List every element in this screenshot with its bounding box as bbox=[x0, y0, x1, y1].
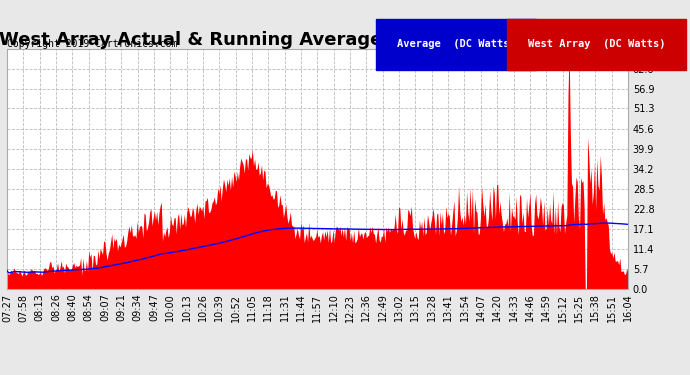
Text: West Array  (DC Watts): West Array (DC Watts) bbox=[528, 39, 665, 50]
Text: Average  (DC Watts): Average (DC Watts) bbox=[397, 39, 515, 50]
Title: West Array Actual & Running Average Power Thu Nov 14 16:10: West Array Actual & Running Average Powe… bbox=[0, 31, 635, 49]
Text: Copyright 2019 Cartronics.com: Copyright 2019 Cartronics.com bbox=[7, 39, 177, 50]
